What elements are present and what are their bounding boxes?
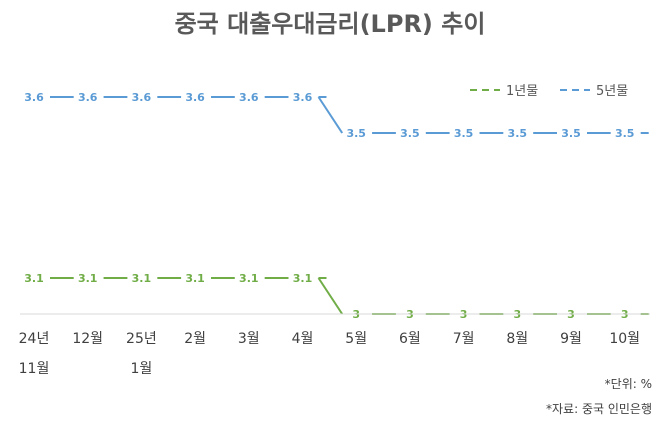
series-5y-line-segment	[317, 96, 344, 134]
x-tick-layer: 24년 11월 12월 25년 1월 2월 3월 4월 5월 6월 7월 8월 9월 10월	[19, 331, 640, 377]
series-5y-data-label: 3.6	[293, 91, 313, 104]
x-tick-label: 6월	[399, 331, 421, 347]
series-1y-data-label: 3.1	[185, 272, 205, 285]
x-tick-label: 2월	[184, 331, 206, 347]
x-tick-label: 1월	[131, 361, 153, 377]
chart-title: 중국 대출우대금리(LPR) 추이	[175, 10, 486, 38]
source-note: *자료: 중국 인민은행	[546, 401, 652, 416]
x-tick-label: 25년	[126, 331, 157, 347]
legend-label-1y: 1년물	[506, 84, 538, 99]
x-tick-label: 24년	[19, 331, 50, 347]
series-1y-data-label: 3.1	[293, 272, 313, 285]
x-tick-label: 4월	[292, 331, 314, 347]
series-5y-data-label: 3.5	[561, 127, 581, 140]
series-1y-data-label: 3.1	[78, 272, 98, 285]
data-label-layer: 3.13.13.13.13.13.13333333.63.63.63.63.63…	[24, 91, 634, 321]
series-5y-data-label: 3.5	[400, 127, 420, 140]
legend: 1년물 5년물	[470, 84, 628, 99]
series-1y-data-label: 3.1	[24, 272, 44, 285]
series-1y-data-label: 3.1	[239, 272, 259, 285]
series-5y-data-label: 3.5	[454, 127, 474, 140]
x-tick-label: 5월	[345, 331, 367, 347]
x-tick-label: 11월	[19, 361, 50, 377]
series-5y-data-label: 3.6	[132, 91, 152, 104]
series-1y-line-segment	[317, 277, 344, 315]
x-tick-label: 3월	[238, 331, 260, 347]
x-tick-label: 7월	[453, 331, 475, 347]
series-5y-data-label: 3.5	[615, 127, 635, 140]
series-5y-data-label: 3.6	[185, 91, 205, 104]
series-5y-data-label: 3.6	[78, 91, 98, 104]
unit-note: *단위: %	[605, 377, 652, 391]
x-tick-label: 10월	[609, 331, 640, 347]
legend-label-5y: 5년물	[596, 84, 628, 99]
x-tick-label: 8월	[506, 331, 528, 347]
series-5y-data-label: 3.5	[508, 127, 528, 140]
series-5y-data-label: 3.6	[239, 91, 259, 104]
series-5y-data-label: 3.6	[24, 91, 44, 104]
series-1y-data-label: 3.1	[132, 272, 152, 285]
x-tick-label: 9월	[560, 331, 582, 347]
x-tick-label: 12월	[72, 331, 103, 347]
series-5y-data-label: 3.5	[346, 127, 366, 140]
